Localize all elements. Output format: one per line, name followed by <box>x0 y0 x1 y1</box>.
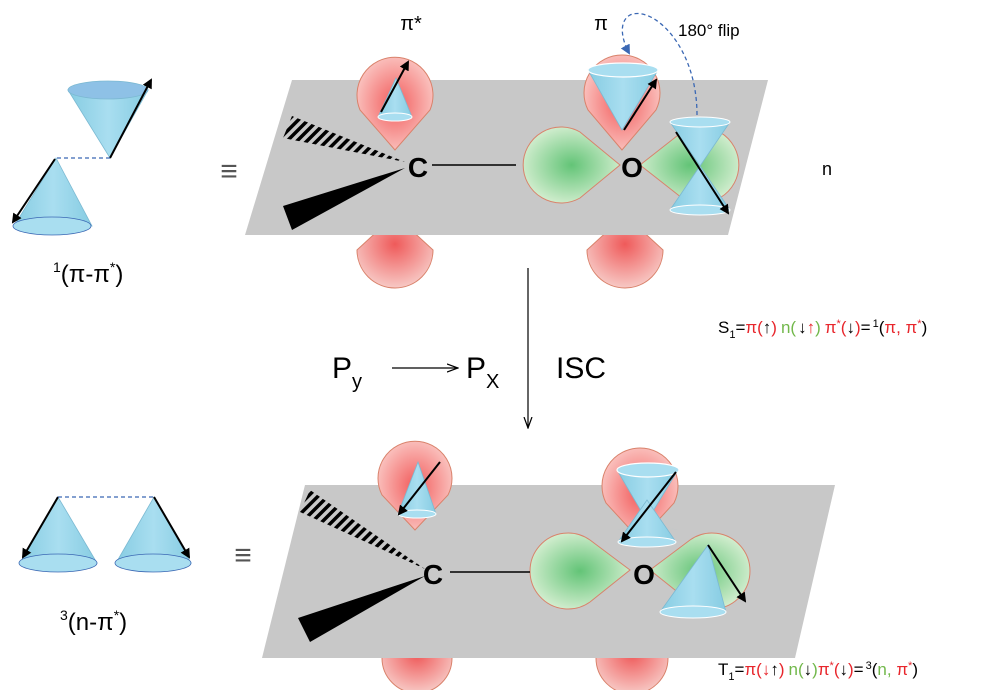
lobe-oxygen-left-green-lower <box>529 532 631 610</box>
atom-oxygen-bottom: O <box>633 559 655 590</box>
top-molecule: C O π* π 180° flip n <box>245 12 832 289</box>
label-flip: 180° flip <box>678 21 740 40</box>
singlet-cone-pair <box>11 78 152 236</box>
atom-carbon-top: C <box>408 152 428 183</box>
atom-carbon-bottom: C <box>423 559 443 590</box>
hatched-wedge-bottom <box>300 490 425 569</box>
cone-oxygen-n-lower <box>659 544 747 619</box>
label-px: PX <box>466 352 499 393</box>
triplet-label: 3(n-π*) <box>60 607 127 636</box>
solid-wedge-top <box>283 168 405 230</box>
equation-s1: S1=π(↑) n(↓↑) π*(↓)= 1(π, π*) <box>718 318 927 341</box>
label-isc: ISC <box>556 352 606 385</box>
solid-wedge-bottom <box>298 576 425 642</box>
lobe-oxygen-left-green <box>522 126 621 204</box>
equation-t1: T1=π(↓↑) n(↓)π*(↓)= 3(n, π*) <box>718 660 918 683</box>
bottom-molecule: C O <box>262 440 835 695</box>
singlet-label: 1(π-π*) <box>53 259 123 288</box>
cone-oxygen-pi-lower <box>616 462 680 548</box>
label-pi-star: π* <box>400 13 422 35</box>
hatched-wedge-top <box>283 116 405 162</box>
cone-oxygen-pi <box>587 62 659 131</box>
label-n: n <box>822 159 832 179</box>
cone-oxygen-n-pair <box>669 116 731 216</box>
atom-oxygen-top: O <box>621 152 643 183</box>
equivalent-sign-top: ≡ <box>220 155 238 188</box>
flip-arrow <box>620 12 698 116</box>
label-py: Py <box>332 352 362 393</box>
transition-panel: Py PX ISC <box>332 268 606 428</box>
equivalent-sign-bottom: ≡ <box>234 539 252 572</box>
cone-carbon-pi-star-lower <box>397 460 441 519</box>
triplet-cone-pair <box>18 496 192 573</box>
cone-carbon-pi-star <box>377 60 413 122</box>
label-pi: π <box>594 13 608 35</box>
